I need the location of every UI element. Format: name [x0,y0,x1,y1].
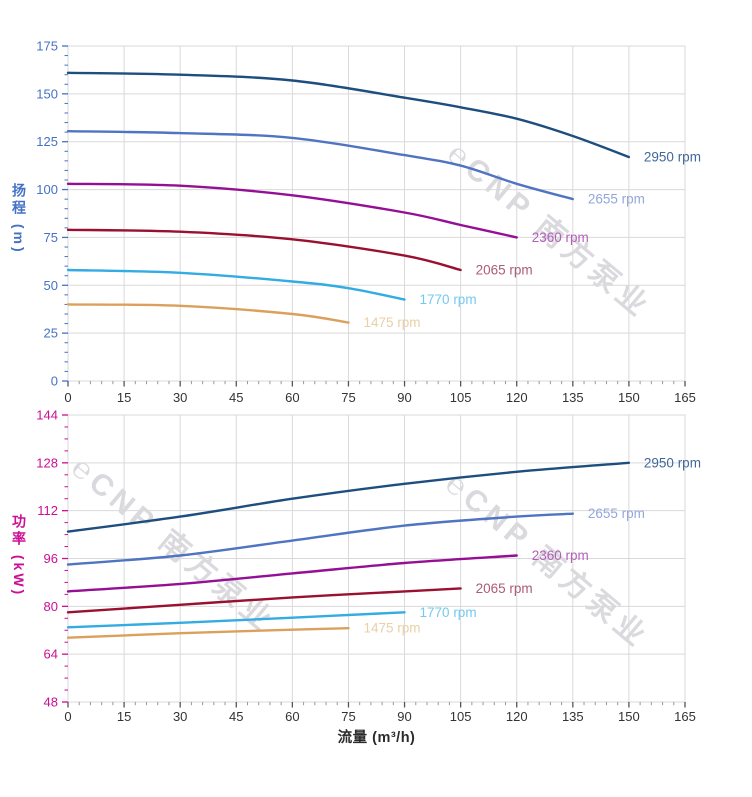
head-series-1770-rpm-label: 1770 rpm [420,292,477,307]
power-series-2360-rpm-curve [66,554,518,593]
head-axis-title: 扬程 (m) [11,183,27,255]
head-series-2950-rpm-label: 2950 rpm [644,150,701,165]
power-series-2065-rpm-curve [66,587,462,614]
power-y-tick-label: 112 [37,503,58,518]
power-x-tick-label: 30 [173,709,187,724]
head-series-2950-rpm-curve [66,71,631,159]
head-series-1475-rpm-label: 1475 rpm [363,315,420,330]
power-series-2950-rpm-curve [66,461,631,533]
head-x-tick-label: 30 [173,390,187,405]
power-axis-title: 功率 (kW) [11,514,27,598]
power-chart: 0 15 30 45 60 75 90 105 120 135 150 165 48 64 80 96 112 1… [36,408,701,725]
head-y-tick-label: 100 [36,182,58,197]
head-plot-border [67,45,686,382]
head-y-tick-label: 175 [36,39,58,54]
head-x-tick-label: 165 [674,390,696,405]
power-series-1475-rpm-label: 1475 rpm [363,621,420,636]
power-y-tick-label: 144 [36,408,58,423]
head-series-2360-rpm-label: 2360 rpm [532,230,589,245]
power-series-2950-rpm-label: 2950 rpm [644,455,701,470]
power-x-tick-label: 75 [341,709,355,724]
power-x-tick-label: 60 [285,709,299,724]
power-x-tick-label: 135 [562,709,584,724]
head-series-2065-rpm-curve [66,228,462,272]
power-y-tick-label: 128 [36,455,58,470]
power-series-1475-rpm-curve [66,627,350,639]
head-y-tick-label: 25 [44,326,58,341]
head-x-tick-label: 15 [117,390,131,405]
power-x-tick-label: 165 [674,709,696,724]
power-y-tick-label: 64 [44,647,58,662]
power-series-2065-rpm-label: 2065 rpm [476,581,533,596]
power-x-tick-label: 120 [506,709,528,724]
head-y-tick-label: 75 [44,230,58,245]
flow-axis-title: 流量 (m³/h) [337,730,416,746]
power-series-2655-rpm-label: 2655 rpm [588,506,645,521]
head-x-tick-label: 60 [285,390,299,405]
power-x-tick-label: 105 [450,709,472,724]
power-y-tick-label: 48 [44,695,58,710]
head-x-tick-label: 120 [506,390,528,405]
head-series-1770-rpm-curve [66,268,406,301]
power-y-tick-label: 80 [44,599,58,614]
head-series-1475-rpm-curve [66,303,350,324]
head-x-tick-label: 45 [229,390,243,405]
power-series-2360-rpm-label: 2360 rpm [532,548,589,563]
head-y-tick-label: 0 [51,374,58,389]
head-x-tick-label: 105 [450,390,472,405]
head-y-tick-label: 125 [36,134,58,149]
power-series-2655-rpm-curve [66,512,574,566]
power-x-tick-label: 0 [64,709,71,724]
power-x-tick-label: 45 [229,709,243,724]
head-y-tick-label: 150 [36,86,58,101]
power-x-tick-label: 90 [397,709,411,724]
head-x-tick-label: 0 [64,390,71,405]
head-series-2655-rpm-curve [66,130,574,201]
head-chart: 0 15 30 45 60 75 90 105 120 135 150 165 0 25 50 75 100 12… [36,39,701,406]
power-x-tick-label: 15 [117,709,131,724]
head-series-2065-rpm-label: 2065 rpm [476,262,533,277]
head-y-tick-label: 50 [44,278,58,293]
head-x-tick-label: 90 [397,390,411,405]
head-series-2655-rpm-label: 2655 rpm [588,192,645,207]
power-y-tick-label: 96 [44,551,58,566]
head-x-tick-label: 75 [341,390,355,405]
head-x-tick-label: 135 [562,390,584,405]
power-series-1770-rpm-curve [66,611,406,629]
head-x-tick-label: 150 [618,390,640,405]
head-series-2360-rpm-curve [66,182,518,239]
power-series-1770-rpm-label: 1770 rpm [420,605,477,620]
power-x-tick-label: 150 [618,709,640,724]
